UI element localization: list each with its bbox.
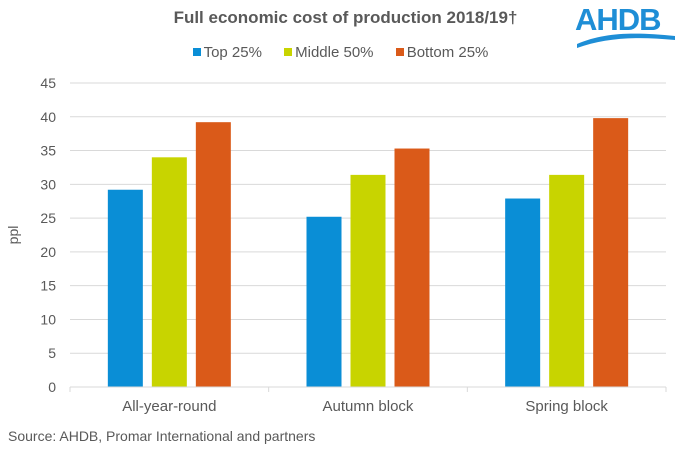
y-tick-label: 0 [48, 379, 56, 395]
x-tick-label: Autumn block [323, 398, 414, 415]
y-tick-label: 40 [40, 109, 56, 125]
y-axis-label: ppl [5, 226, 21, 245]
x-tick-label: All-year-round [122, 398, 216, 415]
legend-swatch-middle-50 [284, 48, 293, 56]
legend-label-bottom-25: Bottom 25% [406, 44, 489, 61]
y-tick-label: 45 [40, 75, 56, 91]
source-note: Source: AHDB, Promar International and p… [8, 428, 316, 444]
bar-middle-50--spring-block [549, 174, 585, 387]
ahdb-logo: AHDB [575, 2, 675, 48]
legend-swatch-bottom-25 [395, 48, 404, 56]
legend-item-middle-50: Middle 50% [284, 44, 374, 61]
legend-item-top-25: Top 25% [192, 44, 262, 61]
x-axis-ticks: All-year-round Autumn block Spring block [122, 398, 608, 415]
logo-text: AHDB [575, 2, 662, 37]
bar-bottom-25--all-year-round [195, 122, 231, 387]
legend-label-middle-50: Middle 50% [295, 44, 374, 61]
y-tick-label: 35 [40, 143, 56, 159]
bar-bottom-25--autumn-block [394, 148, 430, 387]
chart-title: Full economic cost of production 2018/19… [173, 8, 518, 27]
legend-swatch-top-25 [192, 48, 201, 56]
bar-bottom-25--spring-block [593, 118, 629, 387]
logo-wave-icon [577, 33, 675, 48]
y-tick-label: 25 [40, 210, 56, 226]
x-axis [69, 386, 667, 392]
y-tick-label: 15 [40, 278, 56, 294]
y-tick-label: 30 [40, 176, 56, 192]
x-tick-label: Spring block [525, 398, 608, 415]
bar-middle-50--all-year-round [151, 157, 187, 387]
bar-top-25--autumn-block [306, 216, 342, 387]
y-tick-label: 10 [40, 311, 56, 327]
legend-item-bottom-25: Bottom 25% [395, 44, 489, 61]
bar-middle-50--autumn-block [350, 174, 386, 387]
legend-label-top-25: Top 25% [203, 44, 262, 61]
y-axis-ticks: 0 5 10 15 20 25 30 35 40 45 [40, 75, 56, 395]
bar-top-25--all-year-round [107, 189, 143, 387]
y-tick-label: 20 [40, 244, 56, 260]
bar-top-25--spring-block [505, 198, 541, 387]
plot-area: ppl 0 5 10 15 20 25 30 35 40 45 All-year-round Aut… [5, 75, 667, 415]
y-tick-label: 5 [48, 345, 56, 361]
legend: Top 25% Middle 50% Bottom 25% [0, 44, 681, 61]
bars [107, 118, 629, 387]
